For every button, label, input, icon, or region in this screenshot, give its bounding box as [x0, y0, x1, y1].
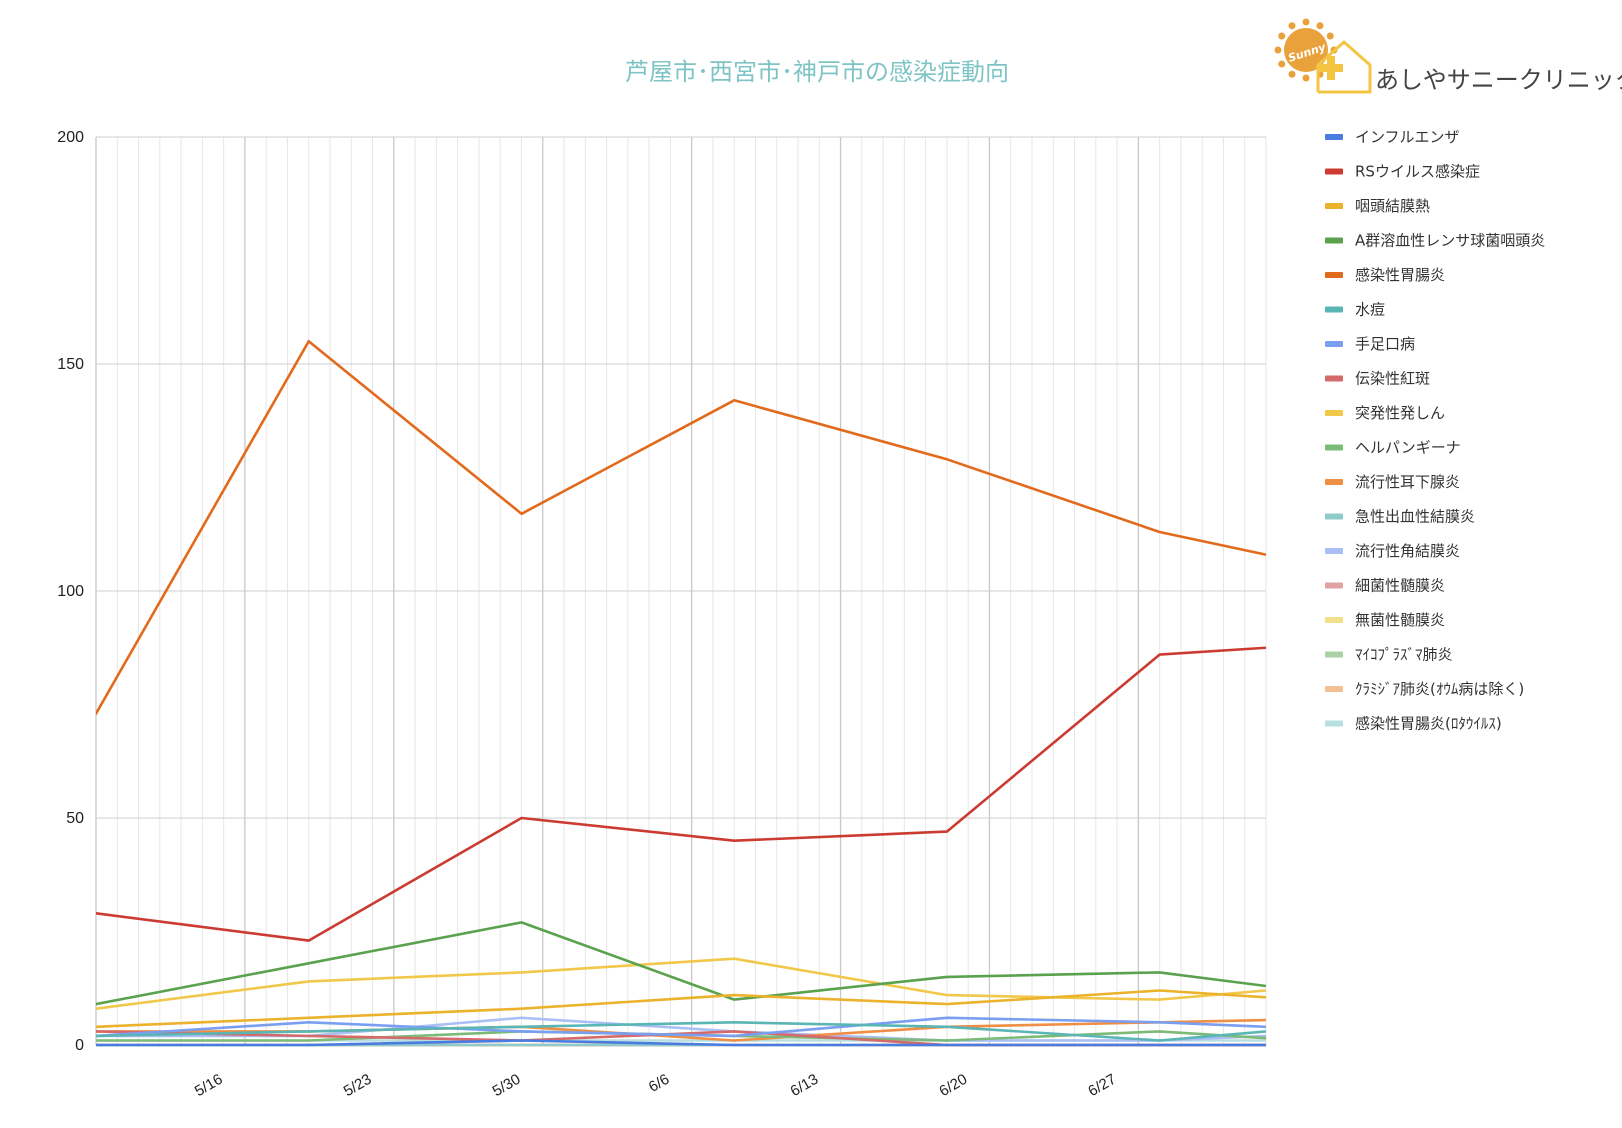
x-tick-label: 6/13 — [787, 1071, 821, 1100]
legend-entry-label: インフルエンザ — [1355, 128, 1460, 146]
legend-entry-label: 流行性角結膜炎 — [1355, 542, 1460, 560]
chart-title: 芦屋市･西宮市･神戸市の感染症動向 — [625, 58, 1009, 86]
legend-swatch — [1325, 617, 1343, 623]
series-line — [96, 957, 1266, 1011]
legend-swatch — [1325, 651, 1343, 658]
series-line — [96, 1030, 1266, 1047]
legend-swatch — [1325, 375, 1343, 382]
legend-entry-label: ｸﾗﾐｼﾞｱ肺炎(ｵｳﾑ病は除く) — [1355, 680, 1524, 698]
legend-entry-label: 咽頭結膜熱 — [1355, 197, 1430, 215]
legend-swatch — [1325, 203, 1343, 209]
legend-swatch — [1325, 513, 1343, 520]
x-tick-label: 5/16 — [192, 1071, 226, 1100]
series-line — [96, 646, 1266, 942]
y-tick-label: 200 — [57, 129, 84, 146]
legend-entry-label: 手足口病 — [1355, 335, 1415, 353]
legend-swatch — [1325, 479, 1343, 485]
series-line — [96, 339, 1266, 715]
clinic-logo: Sunny あしやサニークリニック — [1274, 18, 1622, 94]
legend-entry-label: A群溶血性レンサ球菌咽頭炎 — [1355, 232, 1545, 250]
x-tick-label: 6/20 — [936, 1071, 970, 1100]
sun-icon — [1274, 18, 1338, 82]
legend-swatch — [1325, 686, 1343, 692]
legend-entry-label: 突発性発しん — [1355, 404, 1445, 422]
legend-entry-label: 水痘 — [1355, 301, 1385, 319]
legend-swatch — [1325, 272, 1343, 278]
legend-swatch — [1325, 720, 1343, 727]
y-tick-label: 150 — [57, 356, 84, 373]
house-icon — [1316, 40, 1372, 94]
y-tick-label: 50 — [66, 810, 84, 827]
legend-entry-label: 急性出血性結膜炎 — [1355, 508, 1475, 526]
legend-swatch — [1325, 237, 1343, 244]
legend-entry-label: 細菌性髄膜炎 — [1355, 577, 1445, 595]
legend-swatch — [1325, 134, 1343, 140]
legend-swatch — [1325, 548, 1343, 554]
series-line — [96, 989, 1266, 1029]
legend-entry-label: ヘルパンギーナ — [1355, 439, 1461, 457]
legend-entry-label: RSウイルス感染症 — [1355, 163, 1480, 181]
legend-entry-label: ﾏｲｺﾌﾟﾗｽﾞﾏ肺炎 — [1355, 646, 1453, 664]
legend-swatch — [1325, 410, 1343, 416]
legend-swatch — [1325, 444, 1343, 451]
clinic-name: あしやサニークリニック — [1375, 66, 1622, 94]
series-line — [96, 921, 1266, 1006]
legend-entry-label: 感染性胃腸炎 — [1355, 266, 1445, 284]
chart-series-lines — [96, 339, 1266, 1047]
y-axis-tick-labels: 0 50 100 150 200 — [57, 129, 84, 1054]
legend-swatch — [1325, 341, 1343, 347]
legend-entry-label: 流行性耳下腺炎 — [1355, 473, 1460, 491]
x-tick-label: 6/6 — [646, 1071, 673, 1096]
x-tick-label: 6/27 — [1085, 1071, 1119, 1100]
y-tick-label: 0 — [75, 1037, 84, 1054]
legend-entry-label: 感染性胃腸炎(ﾛﾀｳｲﾙｽ) — [1355, 715, 1502, 733]
series-line — [96, 1039, 1266, 1047]
legend-swatch — [1325, 306, 1343, 313]
legend-swatch — [1325, 168, 1343, 175]
x-tick-label: 5/30 — [490, 1071, 524, 1100]
legend-swatch — [1325, 582, 1343, 589]
series-line — [96, 1016, 1266, 1042]
x-axis-tick-labels: 5/16 5/23 5/30 6/6 6/13 6/20 6/27 — [192, 1071, 1119, 1100]
series-line — [96, 1020, 1266, 1042]
x-tick-label: 5/23 — [341, 1071, 375, 1100]
legend-entry-label: 伝染性紅斑 — [1355, 370, 1430, 388]
series-line — [96, 1016, 1266, 1038]
legend-entry-label: 無菌性髄膜炎 — [1355, 611, 1445, 629]
chart-gridlines — [95, 136, 1267, 1046]
y-tick-label: 100 — [57, 583, 84, 600]
